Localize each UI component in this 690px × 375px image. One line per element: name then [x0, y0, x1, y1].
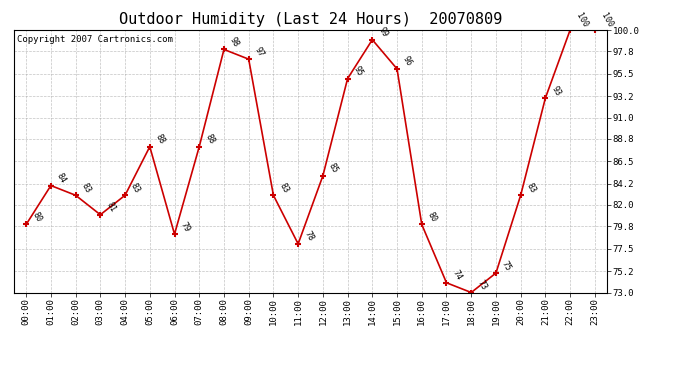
Text: 74: 74: [451, 269, 464, 282]
Text: 98: 98: [228, 36, 241, 49]
Text: 100: 100: [599, 12, 614, 29]
Text: Copyright 2007 Cartronics.com: Copyright 2007 Cartronics.com: [17, 35, 172, 44]
Text: 81: 81: [104, 201, 117, 214]
Text: 83: 83: [525, 182, 538, 195]
Text: 80: 80: [30, 210, 43, 224]
Text: 100: 100: [574, 12, 589, 29]
Text: 83: 83: [129, 182, 142, 195]
Text: 75: 75: [500, 259, 513, 272]
Text: 80: 80: [426, 210, 439, 224]
Text: 85: 85: [327, 162, 339, 175]
Text: 88: 88: [204, 133, 216, 146]
Text: 79: 79: [179, 220, 191, 233]
Text: 83: 83: [80, 182, 92, 195]
Title: Outdoor Humidity (Last 24 Hours)  20070809: Outdoor Humidity (Last 24 Hours) 2007080…: [119, 12, 502, 27]
Text: 88: 88: [154, 133, 167, 146]
Text: 99: 99: [377, 26, 389, 39]
Text: 95: 95: [352, 64, 364, 78]
Text: 84: 84: [55, 172, 68, 185]
Text: 93: 93: [549, 84, 562, 97]
Text: 97: 97: [253, 45, 266, 58]
Text: 83: 83: [277, 182, 290, 195]
Text: 73: 73: [475, 279, 488, 292]
Text: 78: 78: [302, 230, 315, 243]
Text: 96: 96: [401, 55, 414, 68]
